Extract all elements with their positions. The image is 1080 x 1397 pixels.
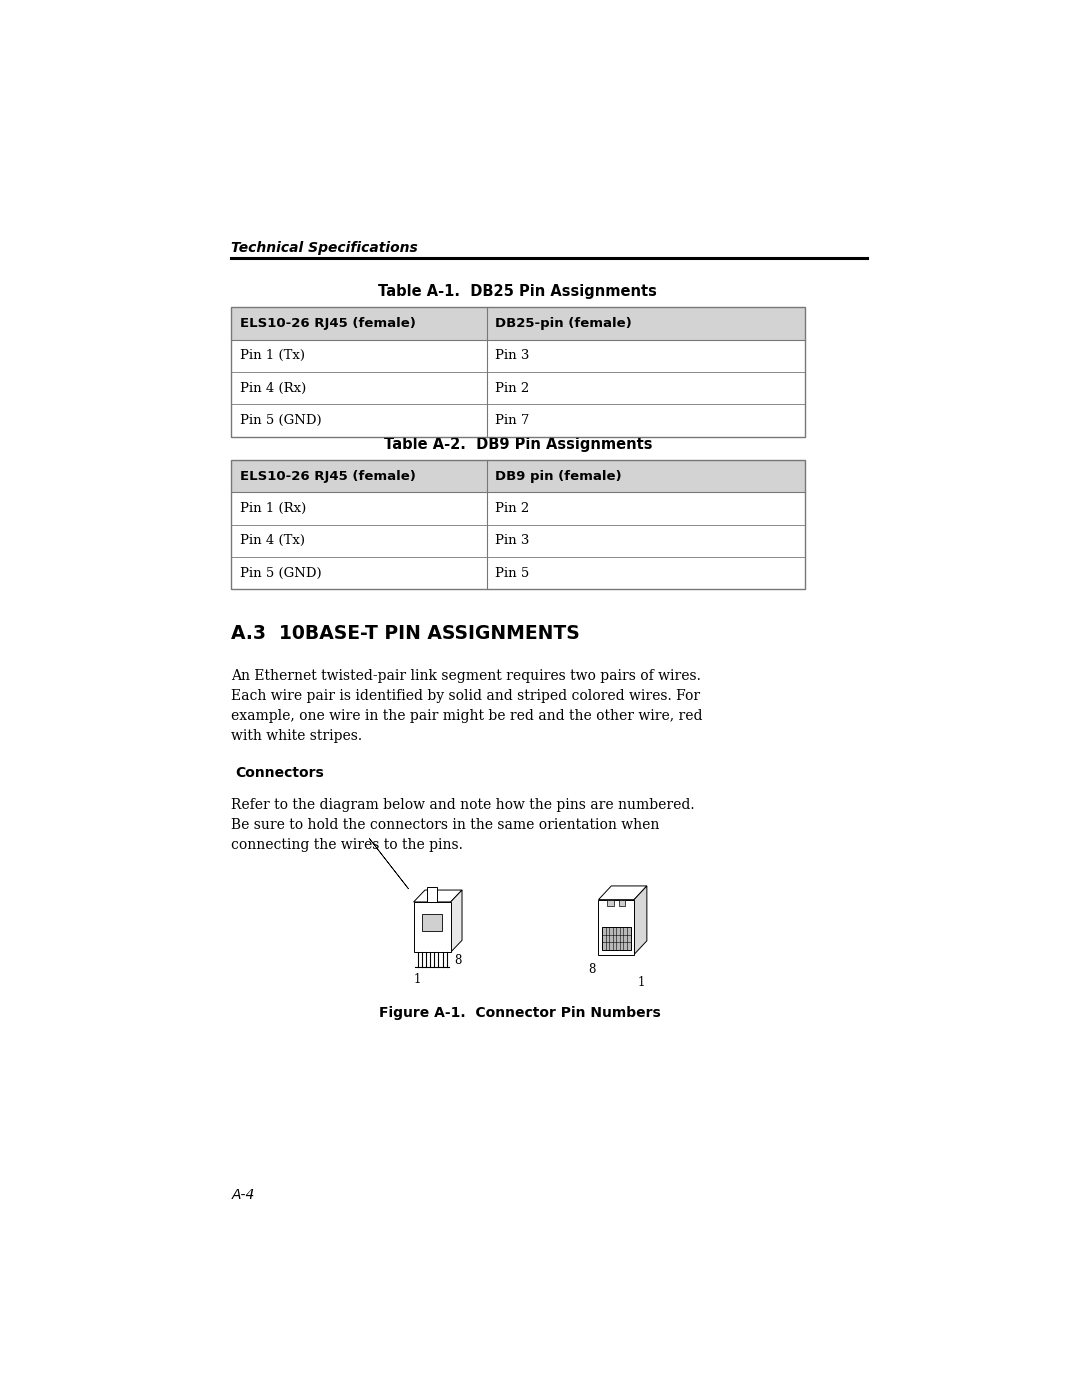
Bar — [422, 914, 443, 932]
Polygon shape — [450, 890, 462, 953]
Text: DB25-pin (female): DB25-pin (female) — [495, 317, 632, 330]
Polygon shape — [414, 890, 462, 902]
Bar — [231, 460, 805, 493]
Text: 1: 1 — [414, 974, 421, 986]
Text: Pin 4 (Rx): Pin 4 (Rx) — [240, 381, 306, 395]
Polygon shape — [369, 838, 408, 888]
Polygon shape — [427, 887, 437, 902]
Polygon shape — [414, 902, 450, 953]
Text: 8: 8 — [588, 963, 595, 977]
Text: Refer to the diagram below and note how the pins are numbered.
Be sure to hold t: Refer to the diagram below and note how … — [231, 798, 694, 852]
Text: Pin 3: Pin 3 — [495, 535, 529, 548]
Text: 8: 8 — [455, 954, 462, 967]
Text: Pin 5: Pin 5 — [495, 567, 529, 580]
Text: Pin 2: Pin 2 — [495, 381, 529, 395]
Polygon shape — [634, 886, 647, 954]
Text: An Ethernet twisted-pair link segment requires two pairs of wires.
Each wire pai: An Ethernet twisted-pair link segment re… — [231, 669, 703, 743]
Bar — [231, 307, 805, 339]
Text: Pin 5 (GND): Pin 5 (GND) — [240, 414, 321, 427]
Text: ELS10-26 RJ45 (female): ELS10-26 RJ45 (female) — [240, 469, 416, 483]
Text: Connectors: Connectors — [235, 766, 324, 780]
Text: Pin 5 (GND): Pin 5 (GND) — [240, 567, 321, 580]
Bar — [602, 928, 631, 950]
Bar — [619, 900, 625, 907]
Text: ELS10-26 RJ45 (female): ELS10-26 RJ45 (female) — [240, 317, 416, 330]
Bar — [231, 307, 805, 437]
Polygon shape — [598, 886, 647, 900]
Text: Technical Specifications: Technical Specifications — [231, 240, 418, 254]
Bar — [607, 900, 613, 907]
Text: Table A-1.  DB25 Pin Assignments: Table A-1. DB25 Pin Assignments — [378, 284, 658, 299]
Text: A-4: A-4 — [231, 1189, 255, 1203]
Text: Pin 4 (Tx): Pin 4 (Tx) — [240, 535, 305, 548]
Text: Pin 1 (Tx): Pin 1 (Tx) — [240, 349, 305, 362]
Text: Table A-2.  DB9 Pin Assignments: Table A-2. DB9 Pin Assignments — [383, 437, 652, 451]
Text: Pin 1 (Rx): Pin 1 (Rx) — [240, 502, 306, 515]
Polygon shape — [598, 900, 634, 954]
Text: Pin 3: Pin 3 — [495, 349, 529, 362]
Text: Pin 7: Pin 7 — [495, 414, 529, 427]
Text: A.3  10BASE-T PIN ASSIGNMENTS: A.3 10BASE-T PIN ASSIGNMENTS — [231, 623, 580, 643]
Text: 1: 1 — [637, 977, 645, 989]
Text: DB9 pin (female): DB9 pin (female) — [495, 469, 621, 483]
Bar — [231, 460, 805, 590]
Text: Pin 2: Pin 2 — [495, 502, 529, 515]
Text: Figure A-1.  Connector Pin Numbers: Figure A-1. Connector Pin Numbers — [379, 1006, 661, 1020]
